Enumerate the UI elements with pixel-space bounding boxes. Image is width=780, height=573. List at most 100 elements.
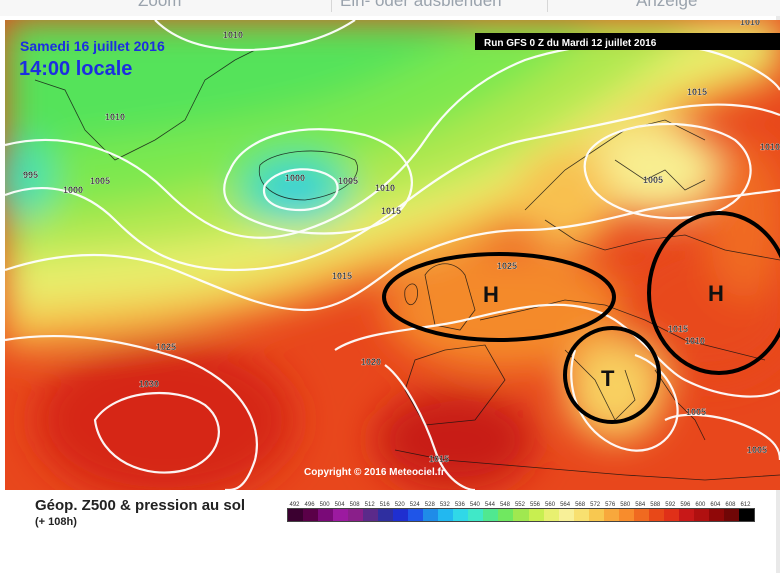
color-scale: 492 496 500 504 508 512 516 520 524 528 532 536 540 5… bbox=[287, 502, 757, 522]
isobar-label: 1005 bbox=[338, 176, 358, 186]
scale-swatch bbox=[363, 509, 379, 521]
scale-swatch bbox=[558, 509, 574, 521]
scale-swatch bbox=[318, 509, 334, 521]
scale-tick-label: 552 bbox=[514, 502, 525, 508]
isobar-label: 1010 bbox=[375, 183, 395, 193]
scale-swatch bbox=[423, 509, 439, 521]
toolbar: Zoom Ein- oder ausblenden Anzeige bbox=[0, 0, 780, 17]
scale-tick-label: 608 bbox=[725, 502, 736, 508]
scale-tick-label: 576 bbox=[605, 502, 616, 508]
scale-tick-label: 560 bbox=[545, 502, 556, 508]
scale-tick-label: 604 bbox=[710, 502, 721, 508]
toolbar-zoom-button[interactable]: Zoom bbox=[138, 0, 182, 10]
scale-tick-label: 540 bbox=[469, 502, 480, 508]
scale-tick-label: 544 bbox=[484, 502, 495, 508]
scale-swatch bbox=[633, 509, 649, 521]
isobar-label: 1025 bbox=[497, 261, 517, 271]
isobar-label: 1000 bbox=[285, 173, 305, 183]
scale-tick-label: 580 bbox=[620, 502, 631, 508]
toolbar-separator bbox=[547, 0, 548, 12]
scale-swatch bbox=[693, 509, 709, 521]
scale-tick-label: 500 bbox=[319, 502, 330, 508]
scale-tick-label: 492 bbox=[289, 502, 300, 508]
scale-tick-label: 520 bbox=[394, 502, 405, 508]
scale-swatch bbox=[663, 509, 679, 521]
scale-swatch bbox=[483, 509, 499, 521]
scale-tick-label: 584 bbox=[635, 502, 646, 508]
scale-tick-label: 504 bbox=[334, 502, 345, 508]
toolbar-separator bbox=[331, 0, 332, 12]
isobar-label: 1015 bbox=[687, 87, 707, 97]
scale-swatch bbox=[588, 509, 604, 521]
isobar-label: 1015 bbox=[332, 271, 352, 281]
scale-swatch bbox=[603, 509, 619, 521]
legend-title: Géop. Z500 & pression au sol bbox=[35, 497, 246, 514]
scale-swatch bbox=[498, 509, 514, 521]
isobar-label: 1030 bbox=[139, 379, 159, 389]
scale-tick-label: 532 bbox=[439, 502, 450, 508]
scale-swatch bbox=[543, 509, 559, 521]
scale-tick-label: 592 bbox=[665, 502, 676, 508]
scale-tick-label: 516 bbox=[379, 502, 390, 508]
scale-swatch bbox=[333, 509, 349, 521]
scale-swatch bbox=[378, 509, 394, 521]
scale-swatch bbox=[648, 509, 664, 521]
isobar-label: 1010 bbox=[105, 112, 125, 122]
isobar-label: 1015 bbox=[668, 324, 688, 334]
isobar-label: 1010 bbox=[223, 30, 243, 40]
scale-tick-label: 572 bbox=[590, 502, 601, 508]
isobar-label: 1015 bbox=[429, 454, 449, 464]
toolbar-toggle-button[interactable]: Ein- oder ausblenden bbox=[340, 0, 502, 10]
isobar-label: 1010 bbox=[685, 336, 705, 346]
scale-swatch bbox=[573, 509, 589, 521]
isobar-label: 1020 bbox=[361, 357, 381, 367]
high-pressure-marker: H bbox=[708, 281, 724, 306]
scale-tick-label: 496 bbox=[304, 502, 315, 508]
scale-swatch bbox=[438, 509, 454, 521]
scale-tick-label: 524 bbox=[409, 502, 420, 508]
isobar-label: 1005 bbox=[90, 176, 110, 186]
map-canvas: Run GFS 0 Z du Mardi 12 juillet 2016 Sam… bbox=[5, 20, 780, 490]
scale-tick-label: 536 bbox=[454, 502, 465, 508]
scale-tick-label: 528 bbox=[424, 502, 435, 508]
scale-tick-label: 512 bbox=[364, 502, 375, 508]
scale-tick-label: 596 bbox=[680, 502, 691, 508]
scale-swatch bbox=[453, 509, 469, 521]
weather-map[interactable]: Run GFS 0 Z du Mardi 12 juillet 2016 Sam… bbox=[5, 20, 780, 490]
date-label: Samedi 16 juillet 2016 bbox=[20, 38, 165, 54]
scale-tick-label: 588 bbox=[650, 502, 661, 508]
isobar-label: 1010 bbox=[740, 20, 760, 27]
run-label: Run GFS 0 Z du Mardi 12 juillet 2016 bbox=[484, 38, 657, 49]
scale-swatch bbox=[393, 509, 409, 521]
thermal-low-marker: T bbox=[601, 366, 615, 391]
scale-tick-label: 564 bbox=[560, 502, 571, 508]
scale-tick-label: 568 bbox=[575, 502, 586, 508]
scale-tick-label: 556 bbox=[530, 502, 541, 508]
isobar-label: 1000 bbox=[63, 185, 83, 195]
isobar-label: 1005 bbox=[643, 175, 663, 185]
color-scale-bar bbox=[287, 508, 755, 522]
scale-swatch bbox=[408, 509, 424, 521]
scale-swatch bbox=[468, 509, 484, 521]
isobar-label: 995 bbox=[23, 170, 38, 180]
scale-tick-label: 600 bbox=[695, 502, 706, 508]
isobar-label: 1015 bbox=[381, 206, 401, 216]
isobar-label: 1005 bbox=[686, 407, 706, 417]
high-pressure-marker: H bbox=[483, 282, 499, 307]
scale-tick-label: 612 bbox=[740, 502, 751, 508]
copyright-text: Copyright © 2016 Meteociel.fr bbox=[304, 467, 445, 478]
toolbar-display-button[interactable]: Anzeige bbox=[636, 0, 698, 10]
scale-swatch bbox=[678, 509, 694, 521]
scale-swatch bbox=[738, 509, 754, 521]
legend-subtitle: (+ 108h) bbox=[35, 516, 77, 528]
scale-swatch bbox=[348, 509, 364, 521]
scale-swatch bbox=[303, 509, 319, 521]
scale-swatch bbox=[708, 509, 724, 521]
scale-swatch bbox=[618, 509, 634, 521]
scale-tick-label: 548 bbox=[499, 502, 510, 508]
time-label: 14:00 locale bbox=[19, 58, 132, 80]
scale-swatch bbox=[723, 509, 739, 521]
scale-swatch bbox=[528, 509, 544, 521]
scale-tick-label: 508 bbox=[349, 502, 360, 508]
scale-swatch bbox=[513, 509, 529, 521]
